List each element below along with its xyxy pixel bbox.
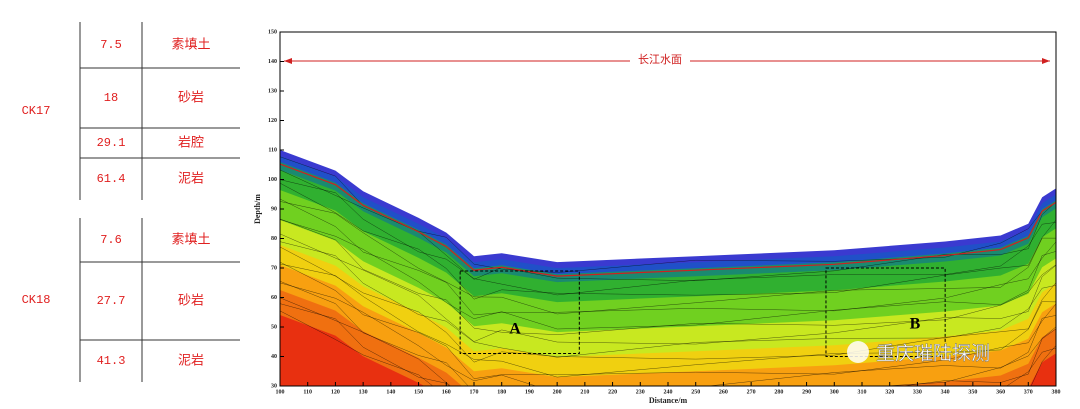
thickness: 18 xyxy=(104,91,118,105)
lithology: 砂岩 xyxy=(178,294,204,309)
contour-line xyxy=(280,169,1056,282)
x-tick-label: 320 xyxy=(885,389,894,395)
x-tick-label: 330 xyxy=(913,389,922,395)
contour-line xyxy=(280,310,1056,386)
label-b: B xyxy=(910,316,921,333)
contour-line xyxy=(280,282,1056,386)
x-tick-label: 340 xyxy=(941,389,950,395)
x-tick-label: 300 xyxy=(830,389,839,395)
thickness: 7.5 xyxy=(100,38,122,52)
y-tick-label: 60 xyxy=(271,295,277,301)
contour-line xyxy=(280,179,1056,296)
lithology: 泥岩 xyxy=(178,172,204,187)
watermark-icon xyxy=(847,341,869,363)
x-tick-label: 210 xyxy=(580,389,589,395)
y-tick-label: 90 xyxy=(271,206,277,212)
arrow-head xyxy=(1042,58,1050,64)
contour-line xyxy=(280,198,1056,316)
x-tick-label: 290 xyxy=(802,389,811,395)
lithology: 素填土 xyxy=(171,38,210,53)
contour-line xyxy=(280,233,1056,345)
y-axis-label: Depth/m xyxy=(253,194,262,224)
borehole-name: CK17 xyxy=(22,104,51,118)
x-tick-label: 100 xyxy=(276,389,285,395)
x-tick-label: 230 xyxy=(636,389,645,395)
y-tick-label: 70 xyxy=(271,265,277,271)
borehole-table: CK17 7.5 素填土 18 砂岩 29.1 岩腔 61.4 泥岩 CK18 7.6 素填土 27.7… xyxy=(22,22,240,382)
contour-line xyxy=(280,182,1056,300)
thickness: 27.7 xyxy=(97,294,126,308)
x-tick-label: 350 xyxy=(968,389,977,395)
lithology: 岩腔 xyxy=(178,136,204,151)
x-tick-label: 240 xyxy=(664,389,673,395)
lithology: 泥岩 xyxy=(178,354,204,369)
y-tick-label: 50 xyxy=(271,324,277,330)
x-tick-label: 200 xyxy=(553,389,562,395)
contour-line xyxy=(280,281,1056,386)
lithology: 砂岩 xyxy=(178,91,204,106)
x-tick-label: 120 xyxy=(331,389,340,395)
y-tick-label: 30 xyxy=(271,383,277,389)
contour-line xyxy=(280,241,1056,358)
x-tick-label: 270 xyxy=(747,389,756,395)
y-tick-label: 130 xyxy=(268,88,277,94)
water-label: 长江水面 xyxy=(638,53,682,66)
x-axis-label: Distance/m xyxy=(649,396,688,404)
x-tick-label: 180 xyxy=(497,389,506,395)
x-tick-label: 140 xyxy=(386,389,395,395)
x-tick-label: 380 xyxy=(1052,389,1061,395)
x-tick-label: 110 xyxy=(303,389,312,395)
contour-line xyxy=(280,201,1056,315)
contour-line xyxy=(280,261,1056,379)
contour-line xyxy=(280,218,1056,335)
lithology: 素填土 xyxy=(171,233,210,248)
contour-line xyxy=(280,303,1056,386)
borehole-name: CK18 xyxy=(22,293,51,307)
watermark: 重庆璀陆探测 xyxy=(876,343,990,365)
x-tick-label: 310 xyxy=(858,389,867,395)
thickness: 61.4 xyxy=(97,172,126,186)
x-tick-label: 160 xyxy=(442,389,451,395)
contour-band xyxy=(280,315,1056,386)
contour-line xyxy=(280,246,1056,363)
x-tick-label: 220 xyxy=(608,389,617,395)
zone-b xyxy=(825,267,946,357)
x-tick-label: 370 xyxy=(1024,389,1033,395)
axes: 30 40 50 60 70 80 90 100 110 120 130 140 150 100 110 12… xyxy=(253,29,1061,404)
arrow-head xyxy=(284,58,292,64)
y-tick-label: 120 xyxy=(268,118,277,124)
x-tick-label: 280 xyxy=(774,389,783,395)
y-tick-label: 140 xyxy=(268,59,277,65)
x-tick-label: 250 xyxy=(691,389,700,395)
y-tick-label: 150 xyxy=(268,29,277,35)
x-tick-label: 130 xyxy=(359,389,368,395)
x-tick-label: 190 xyxy=(525,389,534,395)
zone-a xyxy=(459,270,580,355)
y-tick-label: 110 xyxy=(268,147,277,153)
y-tick-label: 80 xyxy=(271,236,277,242)
thickness: 41.3 xyxy=(97,354,126,368)
contour-line xyxy=(280,297,1056,386)
interface-line xyxy=(280,163,1056,277)
contour-line xyxy=(280,263,1056,378)
y-tick-label: 100 xyxy=(268,177,277,183)
contour-line xyxy=(280,219,1056,330)
x-tick-label: 150 xyxy=(414,389,423,395)
x-tick-label: 170 xyxy=(470,389,479,395)
label-a: A xyxy=(509,321,521,338)
x-tick-label: 360 xyxy=(996,389,1005,395)
y-tick-label: 40 xyxy=(271,354,277,360)
thickness: 29.1 xyxy=(97,136,126,150)
thickness: 7.6 xyxy=(100,233,122,247)
x-tick-label: 260 xyxy=(719,389,728,395)
